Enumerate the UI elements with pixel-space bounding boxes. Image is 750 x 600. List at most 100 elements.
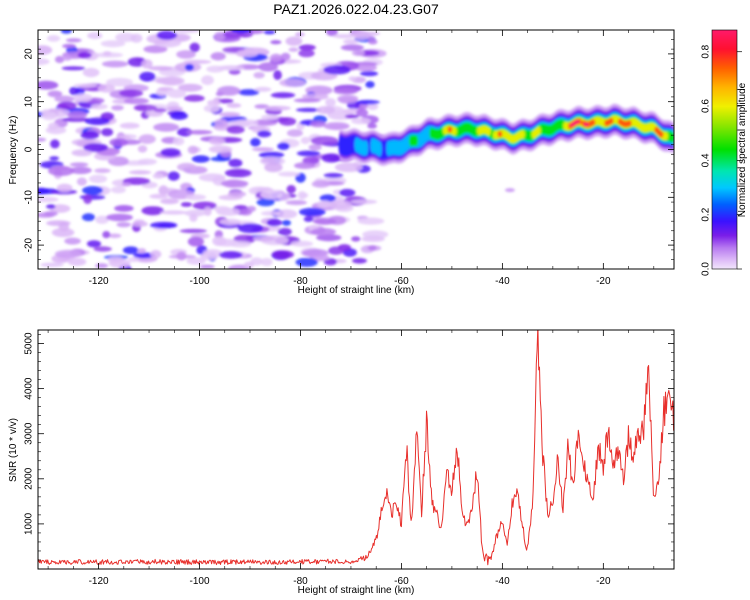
noise-blob <box>61 66 86 71</box>
snr-series-line <box>38 330 674 566</box>
colorbar-tick-label: 0.4 <box>701 153 712 167</box>
noise-blob <box>166 106 184 112</box>
noise-blob <box>128 170 152 175</box>
noise-blob <box>259 156 286 166</box>
noise-blob <box>214 31 226 41</box>
top-x-tick-label: -120 <box>89 276 109 287</box>
noise-blob <box>348 76 357 82</box>
ridge-cell <box>670 131 674 144</box>
noise-blob <box>298 44 316 51</box>
noise-blob <box>310 136 339 146</box>
noise-blob <box>159 76 185 86</box>
noise-blob <box>313 218 337 225</box>
noise-blob <box>150 250 162 259</box>
noise-blob <box>251 147 275 152</box>
noise-blob <box>153 122 180 132</box>
noise-blob <box>337 94 359 104</box>
noise-blob <box>87 32 103 40</box>
noise-blob <box>83 143 109 152</box>
noise-blob <box>141 206 164 216</box>
noise-blob <box>351 49 365 57</box>
noise-blob <box>176 50 196 59</box>
noise-blob <box>47 90 63 98</box>
ridge-cell <box>486 127 491 136</box>
noise-blob <box>62 55 72 61</box>
noise-blob <box>217 85 241 96</box>
ridge-cell <box>663 131 669 141</box>
noise-blob <box>317 200 333 208</box>
noise-blob <box>172 137 185 146</box>
noise-blob <box>293 98 321 103</box>
noise-blob <box>82 186 103 195</box>
ridge-cell <box>626 120 632 127</box>
noise-blob <box>237 89 260 96</box>
noise-blob <box>119 89 144 98</box>
noise-blob <box>62 43 76 49</box>
noise-blob <box>178 83 203 92</box>
noise-blob <box>350 199 378 205</box>
noise-blob <box>343 39 359 45</box>
noise-blob <box>119 122 140 129</box>
noise-blob <box>167 171 180 181</box>
noise-blob <box>277 142 290 150</box>
noise-blob <box>100 40 126 48</box>
noise-blob <box>177 127 193 137</box>
noise-blob <box>106 213 133 222</box>
spectrogram-y-axis-label: Frequency (Hz) <box>8 116 19 185</box>
bottom-x-tick-label: -60 <box>394 576 409 587</box>
noise-blob <box>220 179 249 188</box>
noise-blob <box>57 101 77 110</box>
noise-blob <box>308 144 322 151</box>
ridge-cell <box>583 122 589 127</box>
top-y-tick-label: 20 <box>24 48 35 60</box>
noise-blob <box>227 191 247 198</box>
noise-blob <box>214 118 228 128</box>
noise-blob <box>152 173 164 179</box>
noise-blob <box>213 206 231 213</box>
noise-blob <box>266 218 283 227</box>
noise-blob <box>298 207 326 217</box>
noise-blob <box>94 168 111 174</box>
noise-blob <box>73 93 93 103</box>
noise-blob <box>218 98 234 104</box>
ridge-contour-level <box>570 119 589 127</box>
noise-blob <box>38 196 59 203</box>
noise-blob <box>199 264 215 269</box>
noise-blob <box>192 201 217 210</box>
faint-spot <box>504 188 515 193</box>
colorbar-tick-label: 0.0 <box>701 262 712 276</box>
noise-blob <box>54 55 65 64</box>
noise-blob <box>83 194 92 205</box>
noise-blob <box>269 53 283 63</box>
noise-blob <box>102 231 111 239</box>
snr-panel: -120 -100 -80 -60 -40 -20 1000 2000 3000… <box>8 329 675 596</box>
noise-blob <box>323 173 344 178</box>
noise-blob <box>295 257 318 267</box>
noise-blob <box>38 137 47 142</box>
noise-blob <box>43 211 58 217</box>
noise-blob <box>226 125 245 134</box>
noise-blob <box>101 128 114 137</box>
noise-blob <box>310 120 326 128</box>
top-y-tick-label: -20 <box>24 237 35 252</box>
noise-blob <box>224 168 252 178</box>
noise-blob <box>316 234 342 242</box>
noise-blob <box>258 151 285 159</box>
noise-blob <box>141 59 153 69</box>
noise-blob <box>49 156 60 161</box>
noise-blob <box>133 252 155 259</box>
noise-blob <box>218 112 241 117</box>
top-x-tick-label: -40 <box>495 276 510 287</box>
noise-blob <box>48 122 59 130</box>
noise-blob <box>316 106 336 114</box>
bottom-y-tick-label: 3000 <box>24 422 35 445</box>
noise-blob <box>203 104 220 113</box>
noise-blob <box>278 171 300 177</box>
noise-blob <box>102 51 112 56</box>
noise-blob <box>88 174 108 184</box>
noise-blob <box>325 98 336 107</box>
noise-blob <box>303 216 314 222</box>
top-y-tick-label: 10 <box>24 96 35 108</box>
noise-blob <box>219 218 242 226</box>
noise-blob <box>279 78 306 87</box>
